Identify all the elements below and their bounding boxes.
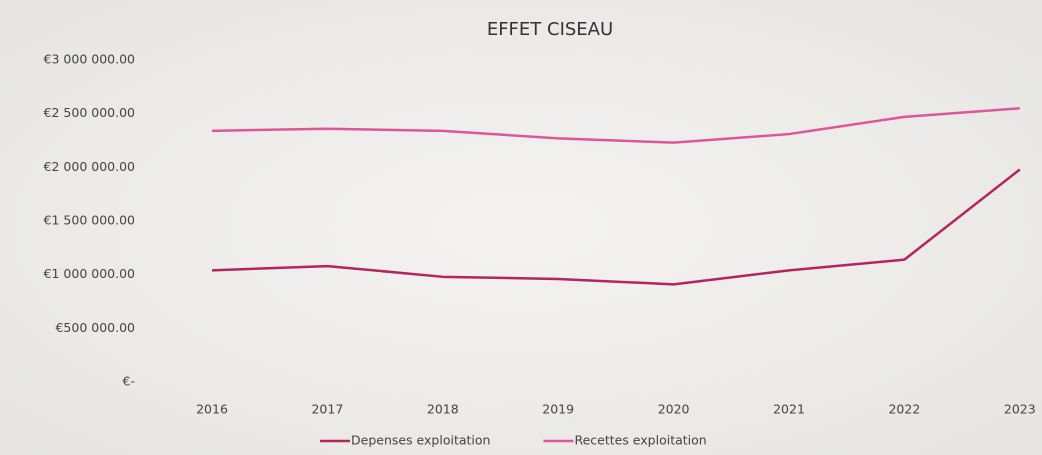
y-tick-label: €500 000.00	[55, 320, 135, 335]
x-tick-label: 2016	[196, 402, 228, 417]
series-line	[211, 168, 1021, 286]
x-tick-label: 2023	[1004, 402, 1036, 417]
y-tick-label: €-	[123, 374, 135, 389]
x-tick-label: 2018	[427, 402, 459, 417]
x-tick-label: 2020	[658, 402, 690, 417]
legend-label: Recettes exploitation	[574, 433, 706, 448]
legend-label: Depenses exploitation	[351, 433, 490, 448]
x-tick-label: 2019	[542, 402, 574, 417]
y-tick-label: €3 000 000.00	[44, 52, 135, 67]
chart-title: EFFET CISEAU	[487, 19, 613, 40]
y-tick-label: €2 500 000.00	[44, 105, 135, 120]
x-tick-label: 2017	[311, 402, 343, 417]
y-tick-label: €1 000 000.00	[44, 266, 135, 281]
y-tick-label: €2 000 000.00	[44, 159, 135, 174]
series-line	[211, 107, 1020, 144]
x-tick-label: 2021	[773, 402, 805, 417]
x-tick-label: 2022	[888, 402, 920, 417]
y-tick-label: €1 500 000.00	[44, 213, 135, 228]
